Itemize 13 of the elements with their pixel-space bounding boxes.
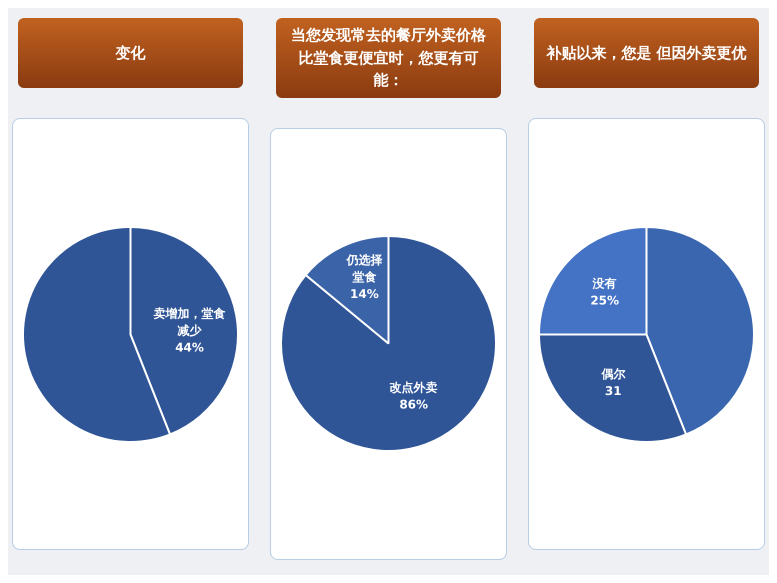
chart-title: 当您发现常去的餐厅外卖价格比堂食更便宜时，您更有可能： [276, 18, 501, 98]
data-label: 25% [590, 292, 620, 307]
data-label: 31 [604, 384, 622, 398]
data-label: 14% [350, 287, 379, 302]
slice-label: 没有 [592, 276, 617, 290]
slice-label: 改点外卖 [390, 380, 438, 395]
data-label: 44% [175, 340, 204, 354]
data-label: 86% [399, 398, 428, 412]
slice-label: 卖增加，堂食减少 [154, 306, 226, 338]
slice-label: 仍选择堂食 [345, 253, 382, 284]
chart-title: 变化 [18, 18, 243, 88]
chart-title: 补贴以来，您是 但因外卖更优 [534, 18, 759, 88]
slice-label: 偶尔 [600, 366, 626, 381]
